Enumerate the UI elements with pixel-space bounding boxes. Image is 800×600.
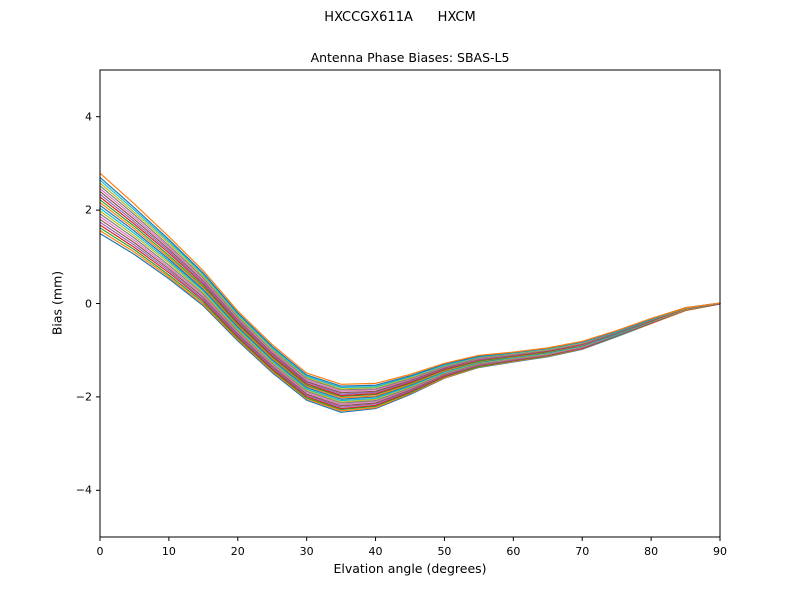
x-tick-label: 60 <box>506 545 521 558</box>
axes-title: Antenna Phase Biases: SBAS-L5 <box>310 50 510 65</box>
y-tick-label: −2 <box>75 390 92 404</box>
axes-background <box>100 70 720 537</box>
y-axis-label: Bias (mm) <box>49 270 65 336</box>
y-tick-label: 4 <box>85 110 92 124</box>
x-axis-label: Elvation angle (degrees) <box>333 561 487 576</box>
figure-suptitle: HXCCGX611A HXCM <box>324 10 476 25</box>
x-tick-label: 0 <box>96 545 104 558</box>
plot-line-22 <box>99 172 721 385</box>
x-tick-label: 30 <box>299 545 314 558</box>
x-tick-label: 70 <box>575 545 590 558</box>
x-tick-label: 50 <box>437 545 452 558</box>
x-tick-label: 80 <box>644 545 659 558</box>
y-tick-label: −4 <box>75 483 92 497</box>
x-tick-label: 20 <box>230 545 245 558</box>
x-tick-label: 10 <box>161 545 176 558</box>
y-tick-label: 0 <box>85 297 92 310</box>
x-tick-label: 40 <box>368 545 383 558</box>
y-tick-label: 2 <box>85 203 92 217</box>
x-tick-label: 90 <box>713 545 727 558</box>
